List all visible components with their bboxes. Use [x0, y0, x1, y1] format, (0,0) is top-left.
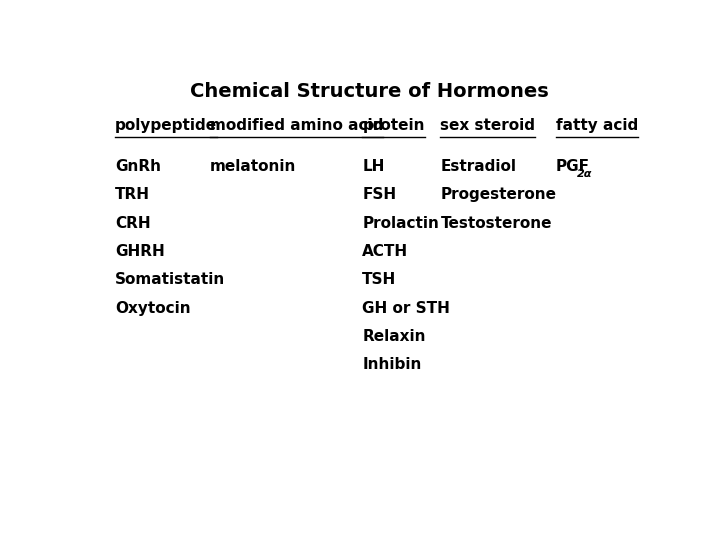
Text: GnRh: GnRh [115, 159, 161, 174]
Text: LH: LH [362, 159, 384, 174]
Text: modified amino acid: modified amino acid [210, 118, 383, 133]
Text: Relaxin: Relaxin [362, 329, 426, 344]
Text: Chemical Structure of Hormones: Chemical Structure of Hormones [189, 82, 549, 102]
Text: protein: protein [362, 118, 425, 133]
Text: Progesterone: Progesterone [441, 187, 557, 202]
Text: GHRH: GHRH [115, 244, 165, 259]
Text: PGF: PGF [556, 159, 590, 174]
Text: FSH: FSH [362, 187, 397, 202]
Text: GH or STH: GH or STH [362, 301, 450, 315]
Text: Prolactin: Prolactin [362, 215, 439, 231]
Text: ACTH: ACTH [362, 244, 408, 259]
Text: 2α: 2α [577, 169, 593, 179]
Text: Estradiol: Estradiol [441, 159, 516, 174]
Text: Inhibin: Inhibin [362, 357, 422, 372]
Text: TRH: TRH [115, 187, 150, 202]
Text: melatonin: melatonin [210, 159, 297, 174]
Text: Oxytocin: Oxytocin [115, 301, 191, 315]
Text: CRH: CRH [115, 215, 150, 231]
Text: sex steroid: sex steroid [441, 118, 536, 133]
Text: fatty acid: fatty acid [556, 118, 638, 133]
Text: Testosterone: Testosterone [441, 215, 552, 231]
Text: TSH: TSH [362, 272, 397, 287]
Text: Somatistatin: Somatistatin [115, 272, 225, 287]
Text: polypeptide: polypeptide [115, 118, 217, 133]
